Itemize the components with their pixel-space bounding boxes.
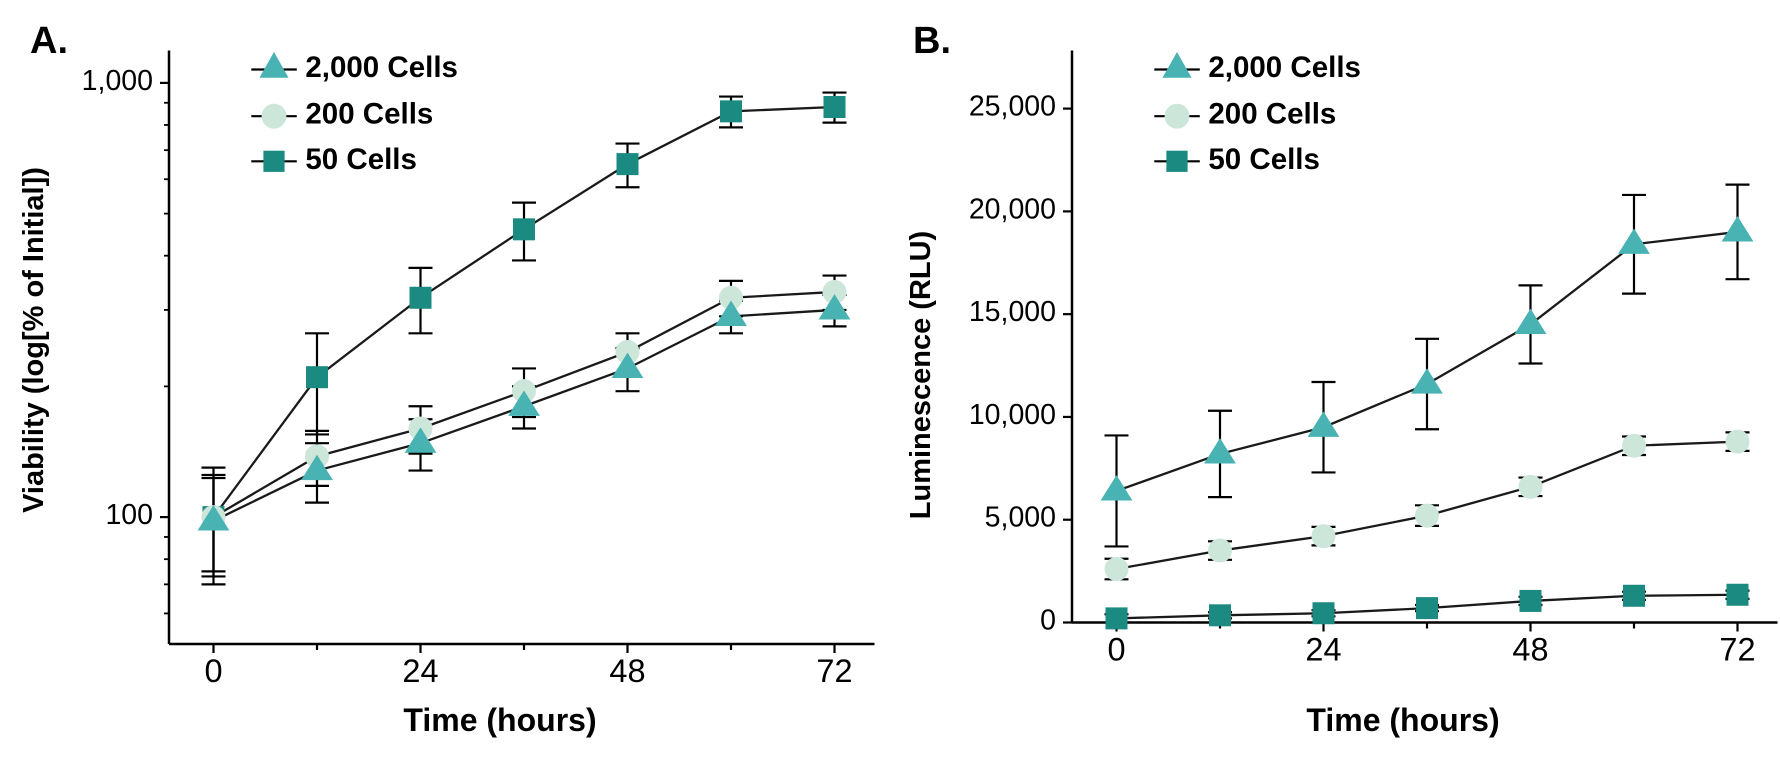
- svg-text:48: 48: [609, 653, 645, 689]
- svg-text:0: 0: [1040, 605, 1056, 637]
- svg-text:15,000: 15,000: [969, 296, 1056, 328]
- svg-text:Time (hours): Time (hours): [403, 702, 596, 738]
- svg-text:Viability (log[% of Initial]): Viability (log[% of Initial]): [18, 167, 50, 513]
- svg-text:Time (hours): Time (hours): [1306, 702, 1499, 738]
- svg-text:50 Cells: 50 Cells: [305, 143, 417, 176]
- svg-text:5,000: 5,000: [985, 502, 1056, 534]
- svg-text:72: 72: [816, 653, 852, 689]
- svg-text:2,000 Cells: 2,000 Cells: [1208, 51, 1361, 84]
- svg-text:100: 100: [105, 499, 153, 531]
- svg-text:72: 72: [1719, 632, 1755, 668]
- svg-text:200 Cells: 200 Cells: [305, 98, 433, 131]
- svg-text:B.: B.: [913, 20, 951, 62]
- svg-text:24: 24: [1305, 632, 1341, 668]
- svg-text:10,000: 10,000: [969, 399, 1056, 431]
- svg-text:48: 48: [1512, 632, 1548, 668]
- svg-text:1,000: 1,000: [82, 65, 153, 97]
- svg-text:50 Cells: 50 Cells: [1208, 143, 1320, 176]
- svg-text:25,000: 25,000: [969, 91, 1056, 123]
- svg-text:2,000 Cells: 2,000 Cells: [305, 51, 458, 84]
- svg-text:20,000: 20,000: [969, 193, 1056, 225]
- svg-text:24: 24: [402, 653, 438, 689]
- svg-text:200 Cells: 200 Cells: [1208, 98, 1336, 131]
- svg-text:0: 0: [204, 653, 222, 689]
- svg-text:0: 0: [1107, 632, 1125, 668]
- svg-text:Luminescence (RLU): Luminescence (RLU): [905, 231, 937, 519]
- svg-text:A.: A.: [30, 20, 68, 62]
